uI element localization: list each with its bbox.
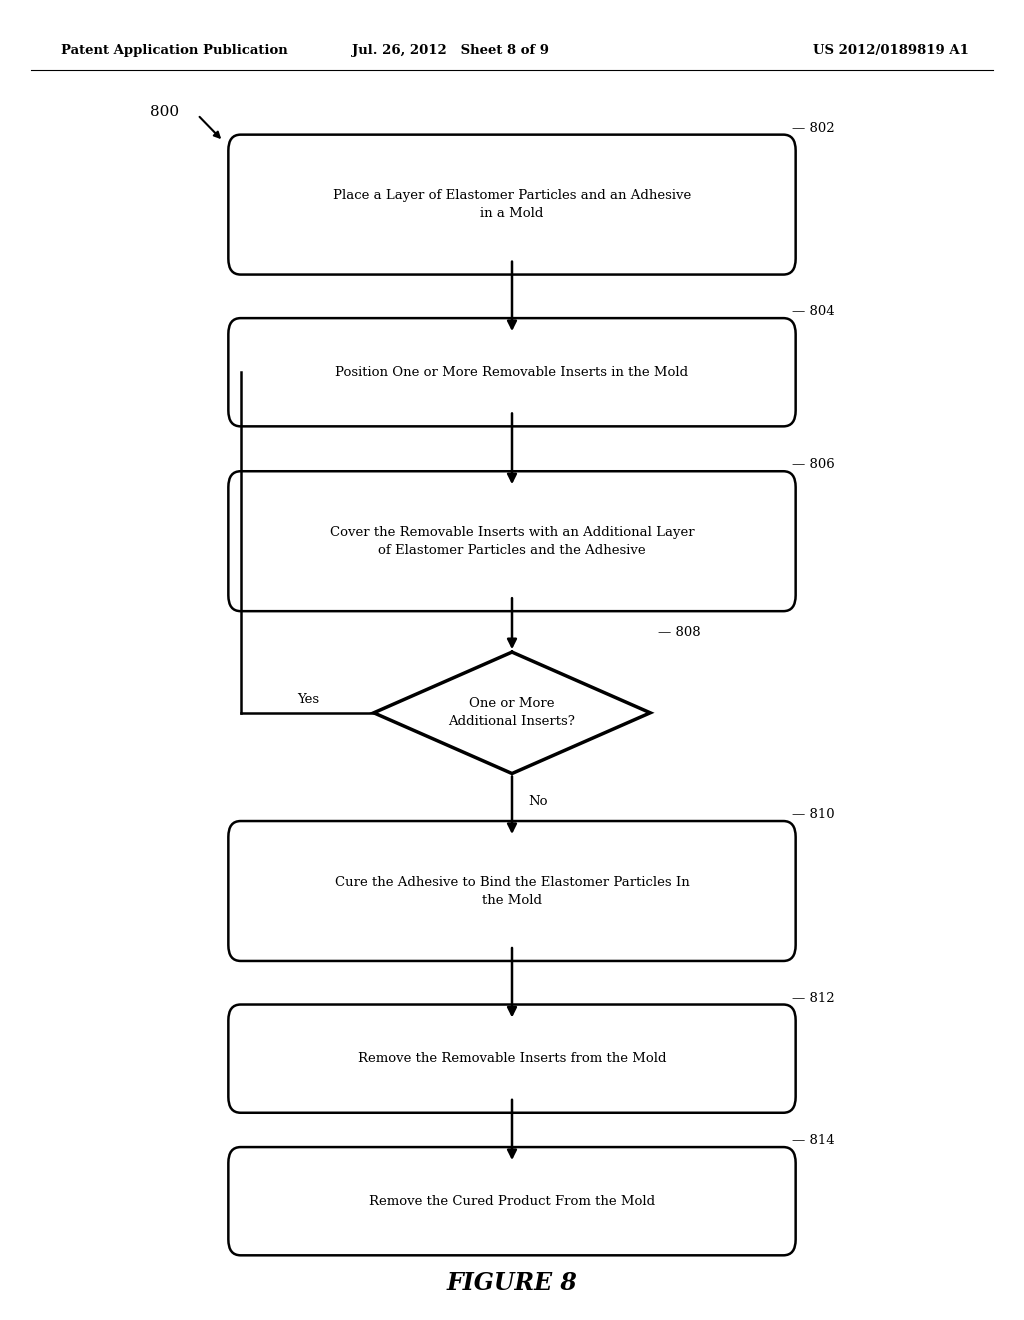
Text: Cover the Removable Inserts with an Additional Layer
of Elastomer Particles and : Cover the Removable Inserts with an Addi… bbox=[330, 525, 694, 557]
Text: — 814: — 814 bbox=[792, 1134, 835, 1147]
Text: — 810: — 810 bbox=[792, 808, 835, 821]
Text: One or More
Additional Inserts?: One or More Additional Inserts? bbox=[449, 697, 575, 729]
Text: Remove the Cured Product From the Mold: Remove the Cured Product From the Mold bbox=[369, 1195, 655, 1208]
Text: FIGURE 8: FIGURE 8 bbox=[446, 1271, 578, 1295]
Text: — 804: — 804 bbox=[792, 305, 835, 318]
Text: US 2012/0189819 A1: US 2012/0189819 A1 bbox=[813, 44, 969, 57]
Text: — 808: — 808 bbox=[658, 626, 701, 639]
Text: Yes: Yes bbox=[297, 693, 319, 706]
Text: — 802: — 802 bbox=[792, 121, 835, 135]
FancyBboxPatch shape bbox=[228, 471, 796, 611]
FancyBboxPatch shape bbox=[228, 318, 796, 426]
Polygon shape bbox=[374, 652, 650, 774]
Text: Jul. 26, 2012   Sheet 8 of 9: Jul. 26, 2012 Sheet 8 of 9 bbox=[352, 44, 549, 57]
FancyBboxPatch shape bbox=[228, 1147, 796, 1255]
Text: — 812: — 812 bbox=[792, 991, 835, 1005]
Text: 800: 800 bbox=[151, 106, 179, 119]
Text: No: No bbox=[527, 795, 548, 808]
FancyBboxPatch shape bbox=[228, 821, 796, 961]
FancyBboxPatch shape bbox=[228, 135, 796, 275]
Text: Patent Application Publication: Patent Application Publication bbox=[61, 44, 288, 57]
FancyBboxPatch shape bbox=[228, 1005, 796, 1113]
Text: — 806: — 806 bbox=[792, 458, 835, 471]
Text: Position One or More Removable Inserts in the Mold: Position One or More Removable Inserts i… bbox=[336, 366, 688, 379]
Text: Cure the Adhesive to Bind the Elastomer Particles In
the Mold: Cure the Adhesive to Bind the Elastomer … bbox=[335, 875, 689, 907]
Text: Remove the Removable Inserts from the Mold: Remove the Removable Inserts from the Mo… bbox=[357, 1052, 667, 1065]
Text: Place a Layer of Elastomer Particles and an Adhesive
in a Mold: Place a Layer of Elastomer Particles and… bbox=[333, 189, 691, 220]
